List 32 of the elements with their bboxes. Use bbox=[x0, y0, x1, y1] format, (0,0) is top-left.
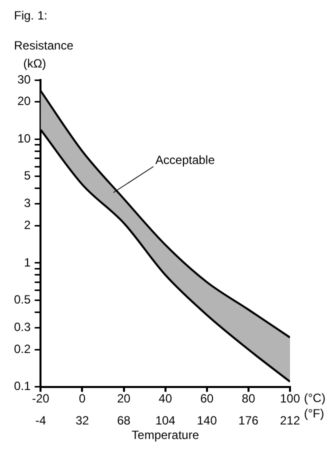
y-tick-label: 5 bbox=[24, 168, 31, 183]
text: (°C) bbox=[304, 391, 326, 406]
x-tick-label: 20 bbox=[117, 391, 131, 406]
x2-tick-label: 140 bbox=[196, 414, 218, 428]
x-tick-label: 0 bbox=[78, 391, 86, 406]
x2-tick-label: 32 bbox=[76, 414, 90, 428]
x-tick-label: 60 bbox=[200, 391, 214, 406]
y-tick-label: 10 bbox=[17, 131, 31, 146]
text: (kΩ) bbox=[23, 56, 46, 70]
annotation: Acceptable bbox=[155, 152, 216, 167]
y-tick-label: 0.1 bbox=[14, 379, 31, 394]
x2-tick-label: 176 bbox=[238, 414, 259, 428]
chart-title: Fig. 1: bbox=[14, 8, 48, 22]
x-tick-label: 100 bbox=[280, 391, 300, 406]
x2-tick-label: 104 bbox=[155, 414, 176, 428]
y-tick-label: 1 bbox=[24, 255, 31, 270]
y-tick-label: 0.2 bbox=[14, 342, 31, 356]
x-tick-label: 80 bbox=[242, 391, 256, 406]
y-tick-label: 3 bbox=[24, 196, 31, 210]
y-axis-title: Resistance bbox=[14, 38, 74, 52]
text: (°F) bbox=[304, 406, 324, 421]
y-tick-label: 0.3 bbox=[14, 320, 31, 334]
y-tick-label: 30 bbox=[17, 72, 31, 86]
x2-tick-label: 212 bbox=[280, 414, 300, 428]
y-tick-label: 20 bbox=[17, 94, 31, 108]
x2-tick-label: -4 bbox=[35, 414, 46, 428]
x-tick-label: 40 bbox=[158, 391, 172, 406]
y-tick-label: 2 bbox=[24, 218, 31, 232]
y-tick-label: 0.5 bbox=[14, 292, 31, 307]
x2-tick-label: 68 bbox=[117, 414, 131, 428]
x-tick-label: -20 bbox=[32, 391, 50, 406]
x-axis-title: Temperature bbox=[132, 428, 200, 442]
